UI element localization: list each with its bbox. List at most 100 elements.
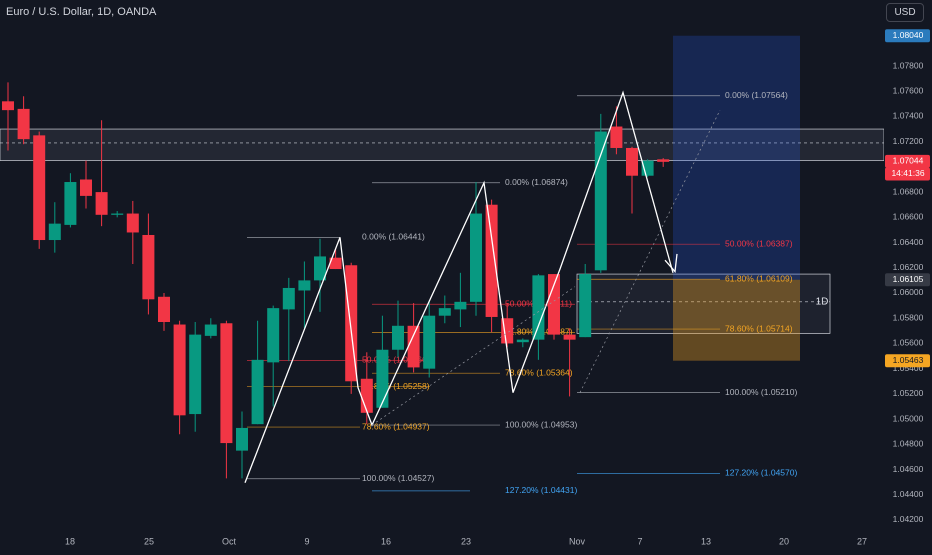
price-tick-label: 1.05200 xyxy=(893,388,924,398)
candle-body xyxy=(142,234,155,300)
price-tick-label: 1.05800 xyxy=(893,312,924,322)
fib-level-label: 61.80% (1.06109) xyxy=(725,274,793,284)
candle-body xyxy=(48,223,61,241)
price-badge xyxy=(885,354,930,368)
candle-body xyxy=(236,427,248,451)
price-badge xyxy=(885,273,930,287)
candle-body xyxy=(204,324,217,336)
symbol-title: Euro / U.S. Dollar, 1D, OANDA xyxy=(6,6,157,18)
time-tick-label: 25 xyxy=(144,536,154,546)
candle-body xyxy=(563,334,576,340)
htf-zone-box xyxy=(576,273,831,334)
fib-level-label: 127.20% (1.04431) xyxy=(505,485,577,495)
candle-body xyxy=(314,256,326,281)
candle-body xyxy=(173,324,186,416)
candle-body xyxy=(298,280,311,291)
candle-body xyxy=(423,315,436,369)
candle-body xyxy=(610,126,623,148)
time-tick-label: 7 xyxy=(637,536,642,546)
price-badge-label: 1.05463 xyxy=(893,355,924,365)
price-tick-label: 1.04200 xyxy=(893,514,924,524)
fib-level-label: 0.00% (1.06874) xyxy=(505,177,568,187)
fib-level-label: 61.80% (1.05258) xyxy=(362,381,430,391)
candle-body xyxy=(95,192,108,215)
price-tick-label: 1.04800 xyxy=(893,439,924,449)
time-tick-label: 27 xyxy=(857,536,867,546)
price-tick-label: 1.05000 xyxy=(893,413,924,423)
fib-level-label: 78.60% (1.05364) xyxy=(505,367,573,377)
candle-body xyxy=(80,179,92,196)
candle-body xyxy=(17,108,30,140)
price-tick-label: 1.06200 xyxy=(893,262,924,272)
candle-body xyxy=(33,135,46,241)
price-tick-label: 1.07400 xyxy=(893,111,924,121)
time-tick-label: Nov xyxy=(569,536,586,546)
candle-body xyxy=(220,323,233,444)
time-tick-label: 23 xyxy=(461,536,471,546)
price-tick-label: 1.04600 xyxy=(893,464,924,474)
candle-body xyxy=(376,349,389,408)
candle-body xyxy=(251,359,264,425)
fib-level-label: 127.20% (1.04570) xyxy=(725,468,797,478)
candle-body xyxy=(282,287,295,310)
candle-body xyxy=(594,131,607,271)
candle-body xyxy=(111,213,124,215)
fib-level-label: 0.00% (1.06441) xyxy=(362,232,425,242)
candle-body xyxy=(532,275,545,340)
price-badge xyxy=(885,167,930,181)
fib-level-label: 100.00% (1.04953) xyxy=(505,419,577,429)
candle-body xyxy=(407,325,420,368)
time-tick-label: 9 xyxy=(304,536,309,546)
candle-body xyxy=(360,378,373,413)
price-badge xyxy=(885,154,930,168)
price-badge-label: 14:41:36 xyxy=(891,168,924,178)
price-tick-label: 1.07600 xyxy=(893,85,924,95)
candle-body xyxy=(64,182,77,225)
time-tick-label: Oct xyxy=(222,536,237,546)
candle-body xyxy=(438,308,451,316)
fib-level-label: 0.00% (1.07564) xyxy=(725,90,788,100)
price-badge xyxy=(885,29,930,43)
price-tick-label: 1.05400 xyxy=(893,363,924,373)
price-badge-label: 1.06105 xyxy=(893,274,924,284)
resistance-zone xyxy=(0,128,884,161)
candle-body xyxy=(2,101,14,111)
position-stop-area xyxy=(673,279,800,361)
price-badge-label: 1.08040 xyxy=(893,30,924,40)
candle-body xyxy=(392,325,404,350)
price-axis[interactable]: 1.078001.076001.074001.072001.070001.068… xyxy=(884,0,932,534)
fib-level-label: 50.00% (1.06387) xyxy=(725,238,793,248)
price-tick-label: 1.06000 xyxy=(893,287,924,297)
price-tick-label: 1.06800 xyxy=(893,186,924,196)
price-badge-label: 1.07044 xyxy=(893,156,924,166)
fib-level-label: 100.00% (1.05210) xyxy=(725,387,797,397)
projection-arrowhead xyxy=(664,253,678,274)
candle-body xyxy=(626,147,638,176)
candle-body xyxy=(516,339,529,343)
candle-body xyxy=(548,274,560,335)
candle-body xyxy=(329,257,342,270)
time-tick-label: 13 xyxy=(701,536,711,546)
candlestick-chart[interactable]: 1D 0.00% (1.06441) 78.60% (1.04937) 100.00%… xyxy=(0,0,884,534)
time-tick-label: 20 xyxy=(779,536,789,546)
price-tick-label: 1.06600 xyxy=(893,212,924,222)
candle-body xyxy=(189,334,202,415)
price-tick-label: 1.04400 xyxy=(893,489,924,499)
candle-body xyxy=(454,301,467,310)
price-tick-label: 1.07200 xyxy=(893,136,924,146)
price-axis-bg xyxy=(884,0,932,534)
time-axis[interactable]: 18 25 Oct 9 16 23 Nov 7 13 20 27 xyxy=(0,534,884,550)
candle-body xyxy=(158,296,170,323)
projection-guide xyxy=(371,286,576,426)
currency-button[interactable]: USD xyxy=(886,3,924,22)
candle-body xyxy=(126,213,139,233)
price-tick-label: 1.06400 xyxy=(893,237,924,247)
price-tick-label: 1.05600 xyxy=(893,338,924,348)
candle-body xyxy=(485,204,498,317)
fib-level-label: 50.00% (1.05466) xyxy=(362,355,430,365)
candle-body xyxy=(657,159,670,162)
harmonic-pattern-line xyxy=(244,90,674,484)
price-tick-label: 1.07800 xyxy=(893,60,924,70)
time-tick-label: 18 xyxy=(65,536,75,546)
